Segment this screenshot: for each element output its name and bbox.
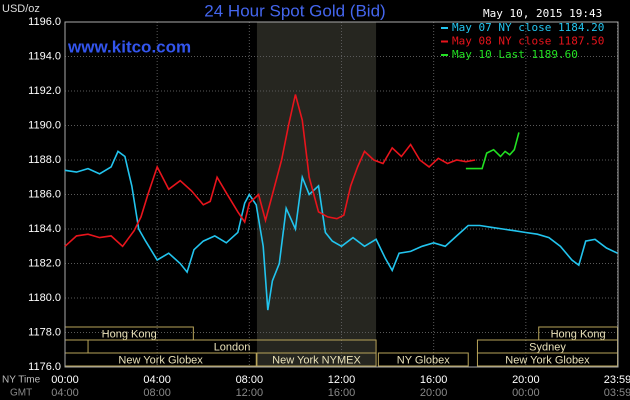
session-label: Sydney: [529, 341, 566, 353]
y-tick-label: 1176.0: [28, 361, 61, 373]
x2-tick-label: 20:00: [420, 387, 448, 399]
x-tick-label: 23:59: [604, 374, 630, 386]
x2-tick-label: 03:59: [604, 387, 630, 399]
series-line: [64, 94, 476, 248]
y-tick-label: 1192.0: [28, 85, 61, 97]
session-label: Hong Kong: [551, 328, 606, 340]
session-label: NY Globex: [397, 354, 450, 366]
y-tick-label: 1180.0: [28, 292, 61, 304]
series-line: [64, 150, 618, 311]
session-label: London: [214, 341, 251, 353]
session-label: New York Globex: [118, 354, 203, 366]
x-tick-label: 04:00: [143, 374, 171, 386]
legend-label: May 08 NY close 1187.50: [452, 35, 604, 48]
session-highlight: [256, 22, 377, 367]
x-tick-label: 20:00: [512, 374, 540, 386]
session-label: Hong Kong: [102, 328, 157, 340]
y-tick-label: 1196.0: [28, 16, 61, 28]
x2-tick-label: 04:00: [51, 387, 79, 399]
x2-tick-label: 08:00: [143, 387, 171, 399]
plot-frame: [64, 21, 619, 368]
session-label: New York Globex: [505, 354, 590, 366]
watermark: www.kitco.com: [67, 37, 191, 56]
y-tick-label: 1182.0: [28, 257, 61, 269]
timestamp: May 10, 2015 19:43: [483, 7, 602, 20]
y-tick-label: 1184.0: [28, 223, 61, 235]
y-axis-label: USD/oz: [2, 3, 40, 15]
session-bar: [256, 352, 377, 367]
x-tick-label: 08:00: [236, 374, 264, 386]
x2-tick-label: 16:00: [328, 387, 356, 399]
y-tick-label: 1194.0: [28, 50, 61, 62]
session-bar: [377, 352, 469, 367]
y-tick-label: 1190.0: [28, 119, 61, 131]
x2-tick-label: 00:00: [512, 387, 540, 399]
x-axis-label: NY Time: [2, 375, 41, 386]
x2-axis-label: GMT: [10, 388, 32, 399]
session-label: New York NYMEX: [272, 354, 361, 366]
y-tick-label: 1188.0: [28, 154, 61, 166]
x2-tick-label: 12:00: [236, 387, 264, 399]
series-line: [465, 132, 520, 170]
y-tick-label: 1178.0: [28, 326, 61, 338]
legend-label: May 07 NY close 1184.20: [452, 21, 604, 34]
x-tick-label: 16:00: [420, 374, 448, 386]
x-tick-label: 00:00: [51, 374, 79, 386]
y-tick-label: 1186.0: [28, 188, 61, 200]
chart-title: 24 Hour Spot Gold (Bid): [204, 1, 385, 20]
x-tick-label: 12:00: [328, 374, 356, 386]
legend-label: May 10 Last 1189.60: [452, 48, 578, 61]
